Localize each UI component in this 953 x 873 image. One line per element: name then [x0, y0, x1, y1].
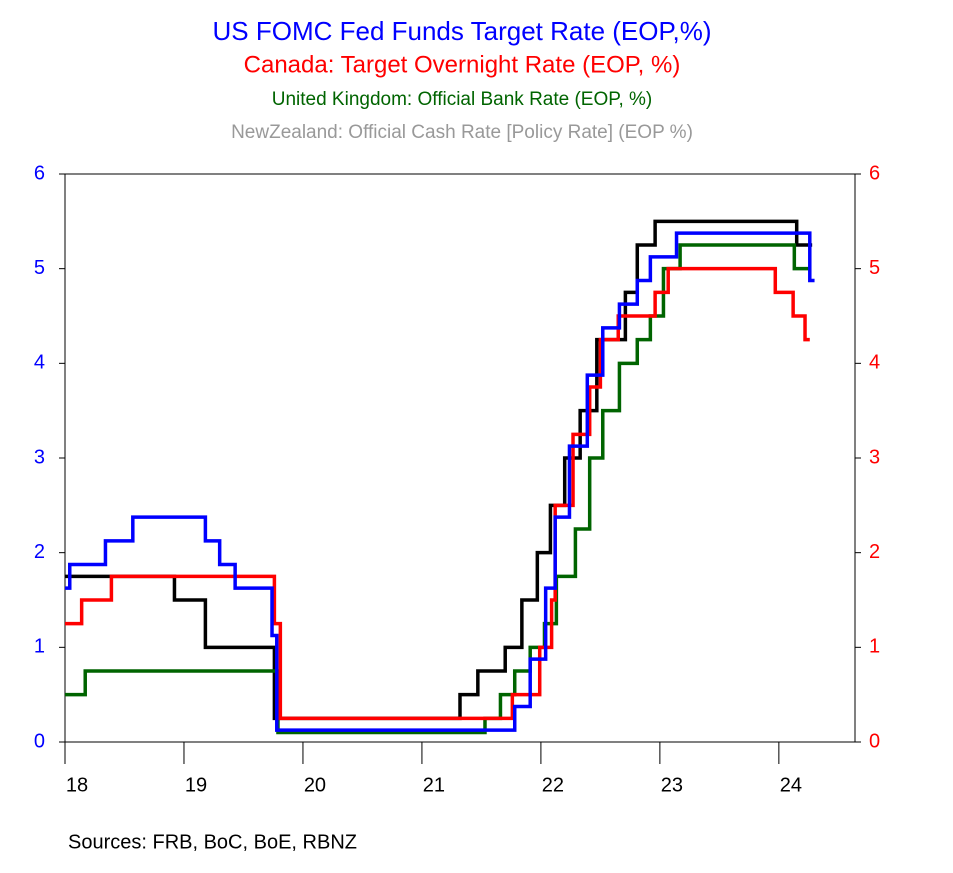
x-tick-label: 18: [66, 774, 88, 796]
series-line: [65, 219, 813, 721]
y2-tick-label: 0: [869, 730, 880, 752]
plot-frame: [64, 173, 856, 743]
x-tick-label: 23: [661, 774, 683, 796]
y2-tick-label: 4: [869, 352, 880, 374]
y2-tick-label: 2: [869, 541, 880, 563]
y-tick-label: 2: [34, 541, 45, 563]
series-title: Canada: Target Overnight Rate (EOP, %): [244, 51, 681, 78]
y-tick-label: 5: [34, 257, 45, 279]
series-title: United Kingdom: Official Bank Rate (EOP,…: [272, 89, 653, 110]
source-note: Sources: FRB, BoC, BoE, RBNZ: [68, 831, 357, 853]
y-tick-label: 0: [34, 730, 45, 752]
series-line: [65, 231, 815, 732]
y2-tick-label: 5: [869, 257, 880, 279]
y2-tick-label: 3: [869, 446, 880, 468]
x-tick-label: 22: [542, 774, 564, 796]
x-tick-label: 21: [423, 774, 445, 796]
series-line: [65, 266, 810, 721]
y-tick-label: 1: [34, 636, 45, 658]
y2-tick-label: 6: [869, 162, 880, 184]
x-tick-label: 19: [185, 774, 207, 796]
y-tick-label: 3: [34, 446, 45, 468]
x-tick-label: 20: [304, 774, 326, 796]
series-title: US FOMC Fed Funds Target Rate (EOP,%): [213, 16, 712, 46]
x-tick-label: 24: [780, 774, 802, 796]
y2-tick-label: 1: [869, 636, 880, 658]
y-tick-label: 4: [34, 352, 45, 374]
series-line: [65, 243, 810, 735]
y-tick-label: 6: [34, 162, 45, 184]
series-title: NewZealand: Official Cash Rate [Policy R…: [231, 122, 693, 143]
